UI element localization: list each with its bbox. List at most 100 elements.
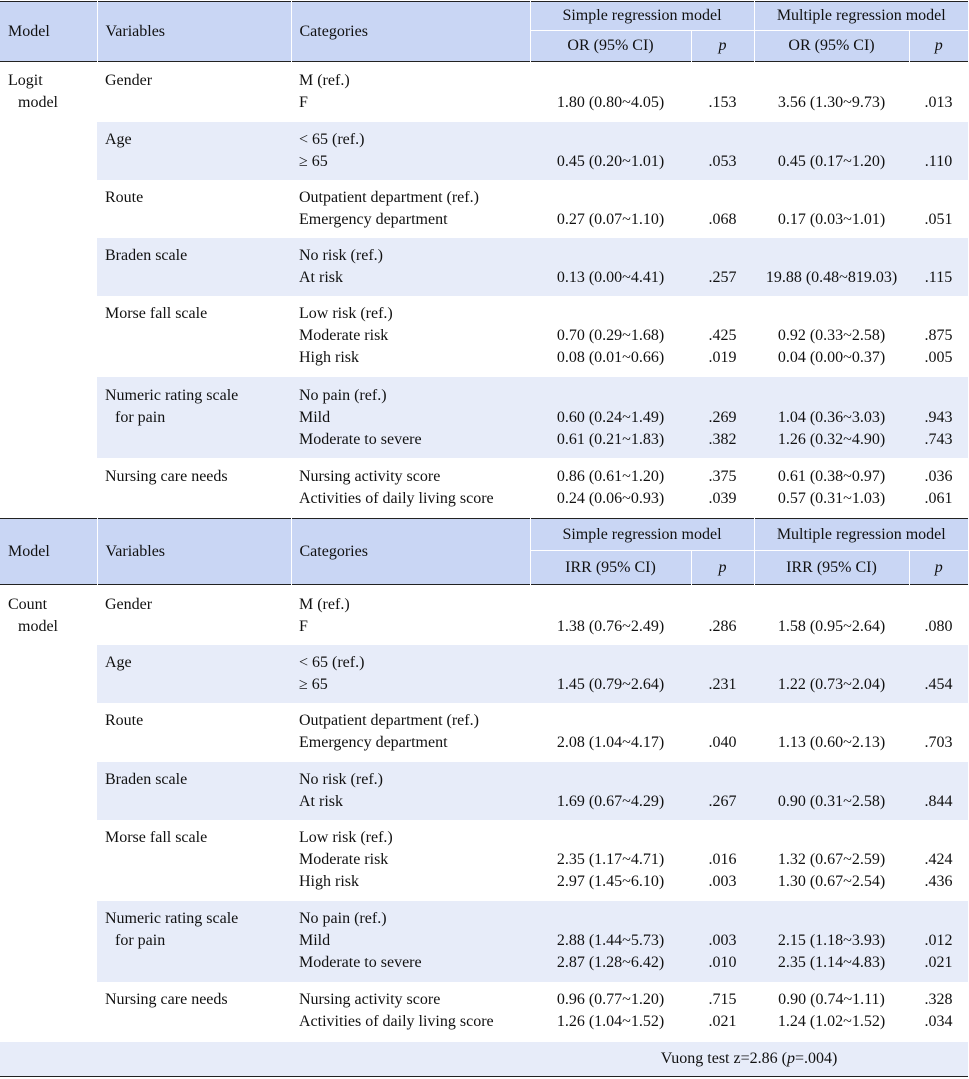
simple-estimate-cell: 0.70 (0.29~1.68) 0.08 (0.01~0.66) [530, 296, 691, 377]
simple-p-value: .021 [708, 1013, 737, 1030]
category-cell: Nursing activity score Activities of dail… [291, 982, 530, 1040]
simple-estimate: 1.45 (0.79~2.64) [556, 676, 665, 693]
simple-estimate: 2.88 (1.44~5.73) [556, 932, 665, 949]
simple-estimate: 0.27 (0.07~1.10) [556, 211, 665, 228]
simple-estimate: 0.61 (0.21~1.83) [556, 431, 665, 448]
simple-estimate [538, 652, 683, 674]
category-label: No risk (ref.) [299, 771, 383, 788]
multiple-p-value [917, 827, 960, 849]
simple-estimate: 0.96 (0.77~1.20) [556, 991, 665, 1008]
header-or-multiple: OR (95% CI) [754, 30, 910, 62]
multiple-p-value: .051 [924, 211, 953, 228]
category-cell: No pain (ref.) Mild Moderate to severe [291, 377, 530, 458]
multiple-estimate: 1.26 (0.32~4.90) [777, 431, 886, 448]
category-label: Nursing activity score [299, 991, 441, 1008]
simple-p-cell: .231 [691, 645, 754, 703]
multiple-p-value: .454 [924, 676, 953, 693]
multiple-estimate [762, 303, 901, 325]
header-p-multiple: p [909, 30, 969, 62]
variable-cell: Nursing care needs [97, 458, 291, 518]
table-row: Numeric rating scale for pain No pain (ref… [0, 901, 968, 982]
simple-estimate-cell: 2.08 (1.04~4.17) [530, 703, 691, 762]
variable-cell: Gender [97, 587, 291, 645]
simple-p-value [699, 303, 746, 325]
header-simple: Simple regression model [530, 1, 755, 31]
variable-label: Age [105, 654, 132, 671]
simple-p-value [699, 710, 746, 732]
multiple-estimate [762, 70, 901, 92]
multiple-p-cell: .875 .005 [909, 296, 968, 377]
simple-estimate: 2.97 (1.45~6.10) [556, 873, 665, 890]
category-label: Outpatient department (ref.) [299, 712, 479, 729]
multiple-p-value [917, 129, 960, 151]
simple-estimate-cell: 1.69 (0.67~4.29) [530, 762, 691, 820]
multiple-estimate-cell: 0.90 (0.74~1.11) 1.24 (1.02~1.52) [754, 982, 909, 1040]
simple-p-cell: .068 [691, 180, 754, 238]
simple-estimate [538, 908, 683, 930]
multiple-estimate-cell: 0.45 (0.17~1.20) [754, 122, 909, 180]
multiple-estimate: 1.58 (0.95~2.64) [777, 618, 886, 635]
multiple-p-value: .844 [924, 793, 953, 810]
simple-estimate [538, 769, 683, 791]
variable-label: Route [105, 712, 144, 729]
multiple-p-value [917, 303, 960, 325]
multiple-p-cell: .013 [909, 62, 968, 122]
category-label: Emergency department [299, 211, 448, 228]
variable-label: Braden scale [105, 247, 188, 264]
multiple-p-value: .424 [924, 851, 953, 868]
simple-estimate: 0.13 (0.00~4.41) [556, 269, 665, 286]
simple-estimate: 0.08 (0.01~0.66) [556, 349, 665, 366]
simple-p-cell: .257 [691, 238, 754, 296]
table-row: Route Outpatient department (ref.) Emergen… [0, 180, 968, 238]
header-multiple: Multiple regression model [754, 1, 969, 31]
simple-p-value: .016 [708, 851, 737, 868]
category-cell: Outpatient department (ref.) Emergency de… [291, 703, 530, 762]
simple-p-value: .003 [708, 873, 737, 890]
multiple-estimate [762, 594, 901, 616]
header-irr-simple: IRR (95% CI) [530, 550, 692, 585]
simple-estimate-cell: 0.86 (0.61~1.20) 0.24 (0.06~0.93) [530, 458, 691, 518]
simple-estimate-cell: 0.27 (0.07~1.10) [530, 180, 691, 238]
simple-p-value: .003 [708, 932, 737, 949]
category-cell: No pain (ref.) Mild Moderate to severe [291, 901, 530, 982]
variable-label: Morse fall scale [105, 305, 208, 322]
count-header: Model Variables Categories Simple regres… [0, 518, 969, 585]
multiple-p-value: .875 [924, 327, 953, 344]
category-cell: < 65 (ref.) ≥ 65 [291, 645, 530, 703]
multiple-p-cell: .454 [909, 645, 968, 703]
category-label: Mild [299, 932, 331, 949]
multiple-estimate-cell: 1.58 (0.95~2.64) [754, 587, 909, 645]
simple-estimate: 0.70 (0.29~1.68) [556, 327, 665, 344]
category-label: F [299, 618, 308, 635]
multiple-p-value [917, 385, 960, 407]
multiple-p-value: .080 [924, 618, 953, 635]
category-label: No risk (ref.) [299, 247, 383, 264]
variable-label: Numeric rating scale [105, 387, 239, 404]
multiple-estimate-cell: 0.61 (0.38~0.97) 0.57 (0.31~1.03) [754, 458, 909, 518]
count-body: Count model Gender M (ref.) F 1.38 (0.76~2.49… [0, 587, 968, 1040]
logit-body: Logit model Gender M (ref.) F 1.80 (0.80~4.05… [0, 62, 968, 518]
category-label: Nursing activity score [299, 468, 441, 485]
simple-estimate: 0.60 (0.24~1.49) [556, 409, 665, 426]
category-label: Moderate risk [299, 327, 389, 344]
simple-estimate: 0.86 (0.61~1.20) [556, 468, 665, 485]
multiple-estimate [762, 245, 901, 267]
multiple-estimate-cell: 1.04 (0.36~3.03) 1.26 (0.32~4.90) [754, 377, 909, 458]
simple-estimate [538, 385, 683, 407]
variable-cell: Numeric rating scale for pain [97, 377, 291, 458]
simple-p-value: .269 [708, 409, 737, 426]
header-model: Model [0, 1, 98, 62]
simple-p-value: .715 [708, 991, 737, 1008]
variable-label: Numeric rating scale [105, 910, 239, 927]
simple-p-value [699, 769, 746, 791]
multiple-p-cell: .844 [909, 762, 968, 820]
simple-p-value: .039 [708, 490, 737, 507]
vuong-test: Vuong test z=2.86 (p=.004) [530, 1041, 968, 1077]
multiple-p-value [917, 70, 960, 92]
category-cell: No risk (ref.) At risk [291, 238, 530, 296]
multiple-estimate: 2.35 (1.14~4.83) [777, 954, 886, 971]
variable-label: Age [105, 131, 132, 148]
simple-estimate-cell: 1.45 (0.79~2.64) [530, 645, 691, 703]
category-label: M (ref.) [299, 72, 350, 89]
table-row: Morse fall scale Low risk (ref.) Moderate … [0, 820, 968, 901]
